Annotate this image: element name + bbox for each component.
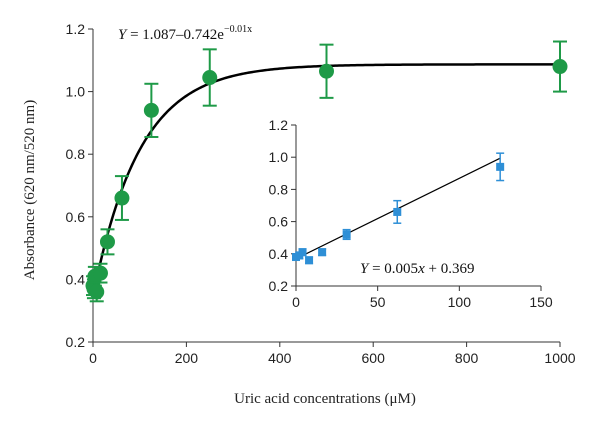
main-axes: 0.20.40.60.81.01.20 200 400 600 800 1000	[66, 21, 576, 366]
main-x-axis-title: Uric acid concentrations (μM)	[234, 391, 416, 407]
inset-data-point	[342, 230, 351, 239]
main-x-tick-label: 400	[268, 350, 292, 366]
main-data-point	[552, 59, 568, 75]
main-fit-equation: Y = 1.087–0.742e−0.01x	[118, 24, 252, 43]
inset-data-point	[298, 248, 307, 257]
inset-x-tick-label: 50	[370, 294, 386, 310]
inset-eq-prefix: Y	[360, 261, 370, 277]
inset-eq-var: x	[417, 261, 425, 277]
main-data-point	[202, 70, 218, 86]
inset-y-tick-label: 1.0	[269, 149, 289, 165]
main-x-tick-label: 0	[89, 350, 97, 366]
inset-fit-equation: Y = 0.005x + 0.369	[360, 261, 474, 277]
inset-data-point	[305, 256, 314, 265]
main-eq-exponent: −0.01x	[224, 24, 252, 35]
main-data-point	[92, 265, 108, 281]
inset-y-tick-label: 0.6	[269, 214, 289, 230]
main-eq-main: = 1.087–0.742e	[126, 27, 224, 43]
main-data-point	[89, 284, 105, 300]
main-fit-curve	[91, 63, 560, 297]
main-x-tick-label: 1000	[544, 350, 575, 366]
inset-y-tick-label: 0.4	[269, 246, 289, 262]
main-data-point	[99, 234, 115, 250]
inset-y-tick-label: 0.2	[269, 278, 289, 294]
inset-x-tick-label: 100	[448, 294, 472, 310]
main-y-tick-label: 0.2	[66, 334, 86, 350]
inset-eq-main: = 0.005	[368, 261, 418, 277]
inset-y-tick-label: 1.2	[269, 117, 289, 133]
inset-x-tick-label: 0	[292, 294, 300, 310]
inset-data-point	[318, 248, 327, 257]
main-data-point	[114, 190, 130, 206]
main-y-tick-label: 1.0	[66, 84, 86, 100]
main-y-tick-label: 0.4	[66, 271, 86, 287]
inset-data-points	[292, 152, 505, 265]
main-x-tick-label: 600	[362, 350, 386, 366]
inset-axes: 0.2 0.4 0.6 0.8 1.0 1.2 0 50 100 150	[269, 117, 553, 310]
main-eq-prefix: Y	[118, 27, 128, 43]
main-data-points	[85, 40, 568, 303]
main-fit-curve-group	[91, 63, 560, 297]
inset-data-point	[393, 207, 402, 216]
main-y-tick-label: 1.2	[66, 21, 86, 37]
main-data-point	[143, 102, 159, 118]
inset-data-point	[496, 162, 505, 171]
inset-y-tick-label: 0.8	[269, 181, 289, 197]
main-y-axis-title: Absorbance (620 nm/520 nm)	[22, 100, 38, 280]
inset-x-tick-label: 150	[529, 294, 553, 310]
main-x-tick-label: 800	[455, 350, 479, 366]
main-data-point	[319, 63, 334, 79]
main-y-tick-label: 0.6	[66, 209, 86, 225]
inset-eq-suffix: + 0.369	[425, 261, 475, 277]
main-x-tick-label: 200	[175, 350, 199, 366]
main-y-tick-label: 0.8	[66, 146, 86, 162]
